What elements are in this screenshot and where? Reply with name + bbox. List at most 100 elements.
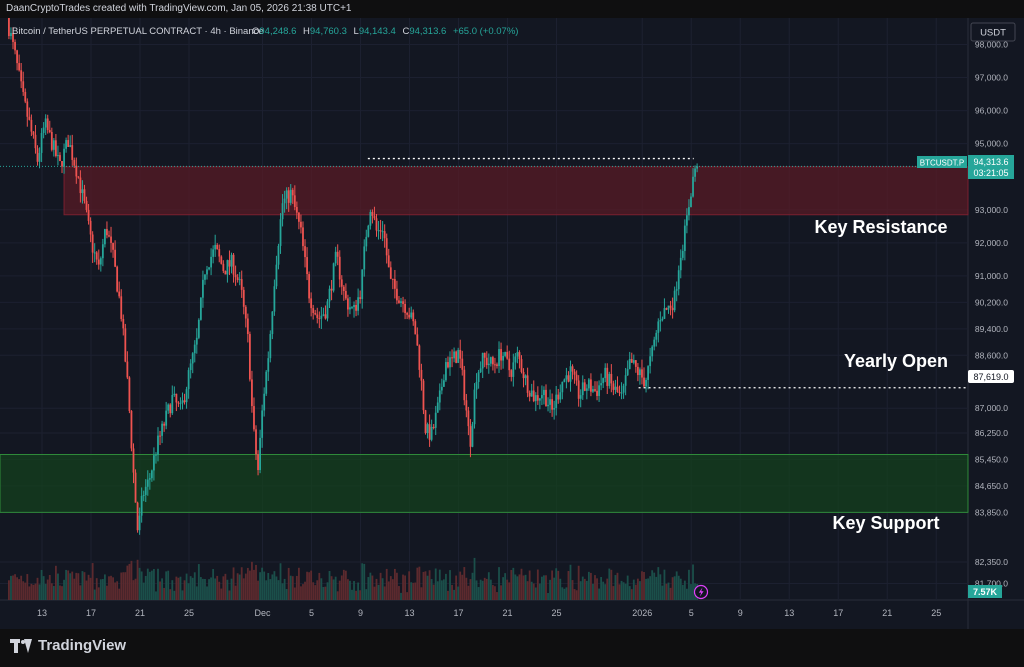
candle-body bbox=[453, 351, 455, 359]
candle-body bbox=[359, 297, 362, 299]
candle-body bbox=[487, 363, 490, 366]
candle-body bbox=[671, 307, 674, 311]
price-tick-label: 82,350.0 bbox=[975, 557, 1008, 567]
attribution-bar: DaanCryptoTrades created with TradingVie… bbox=[0, 0, 1024, 18]
volume-bar bbox=[16, 577, 18, 600]
candle-body bbox=[314, 312, 317, 315]
volume-bar bbox=[596, 578, 598, 600]
volume-bar bbox=[338, 580, 341, 600]
candle-body bbox=[553, 408, 556, 410]
volume-bar bbox=[106, 585, 108, 600]
event-lightning-icon[interactable] bbox=[693, 584, 709, 600]
candle-body bbox=[281, 203, 284, 220]
volume-bar bbox=[547, 593, 549, 600]
volume-bar bbox=[500, 585, 502, 600]
candle-body bbox=[681, 250, 684, 258]
yearly-open-tag-bg bbox=[968, 370, 1014, 383]
footer: TradingView bbox=[0, 629, 1024, 667]
volume-bar bbox=[692, 564, 694, 600]
candle-body bbox=[54, 140, 57, 157]
key-support-zone[interactable] bbox=[0, 454, 969, 513]
price-chart[interactable]: Bitcoin / TetherUS PERPETUAL CONTRACT · … bbox=[0, 8, 1024, 629]
candle-body bbox=[522, 371, 525, 379]
candle-body bbox=[532, 390, 535, 402]
volume-bar bbox=[543, 575, 545, 600]
time-scale-background[interactable] bbox=[0, 600, 968, 629]
candle-body bbox=[608, 373, 611, 386]
candle-body bbox=[518, 352, 521, 360]
volume-bar bbox=[565, 587, 568, 600]
candle-body bbox=[557, 394, 560, 400]
volume-bar bbox=[381, 578, 384, 600]
price-tick-label: 88,600.0 bbox=[975, 350, 1008, 360]
yearly-open-label[interactable]: Yearly Open bbox=[844, 351, 948, 371]
candle-body bbox=[471, 424, 474, 447]
volume-bar bbox=[297, 567, 300, 600]
candle-body bbox=[489, 357, 492, 364]
candle-body bbox=[422, 380, 425, 411]
volume-bar bbox=[240, 567, 243, 600]
candle-body bbox=[22, 81, 25, 92]
volume-bar bbox=[669, 587, 672, 600]
candle-body bbox=[371, 211, 374, 216]
volume-bar bbox=[93, 589, 96, 600]
volume-bar bbox=[140, 571, 143, 600]
volume-bar bbox=[461, 574, 464, 600]
candle-body bbox=[279, 219, 282, 246]
countdown-value: 03:21:05 bbox=[973, 168, 1008, 178]
volume-bar bbox=[171, 580, 174, 600]
volume-bar bbox=[549, 579, 551, 600]
candle-body bbox=[573, 371, 576, 375]
volume-bar bbox=[12, 575, 14, 600]
key-support-label[interactable]: Key Support bbox=[832, 513, 939, 533]
volume-bar bbox=[8, 580, 10, 600]
price-scale-background[interactable] bbox=[968, 18, 1024, 629]
candle-body bbox=[571, 366, 574, 372]
candle-body bbox=[214, 244, 217, 250]
volume-bar bbox=[310, 570, 313, 600]
candle-body bbox=[171, 395, 174, 414]
candle-body bbox=[185, 389, 188, 403]
volume-bar bbox=[108, 576, 110, 600]
tradingview-logo[interactable]: TradingView bbox=[10, 637, 126, 654]
key-resistance-label[interactable]: Key Resistance bbox=[814, 217, 947, 237]
candle-body bbox=[202, 279, 204, 298]
candle-body bbox=[12, 32, 14, 42]
candle-body bbox=[473, 389, 476, 425]
volume-bar bbox=[504, 573, 507, 600]
volume-bar bbox=[612, 586, 615, 600]
candle-body bbox=[385, 238, 388, 256]
candle-body bbox=[24, 91, 27, 102]
candle-body bbox=[543, 389, 545, 396]
currency-button-frame[interactable] bbox=[970, 22, 1016, 42]
candle-body bbox=[79, 177, 82, 194]
candle-body bbox=[351, 307, 353, 309]
candle-body bbox=[267, 358, 270, 372]
candle-body bbox=[373, 215, 376, 219]
candle-body bbox=[639, 369, 641, 376]
candle-body bbox=[438, 390, 441, 403]
volume-bar bbox=[91, 563, 94, 600]
candle-body bbox=[322, 314, 325, 316]
volume-bar bbox=[524, 574, 527, 600]
volume-bar bbox=[661, 585, 664, 600]
symbol-legend[interactable]: Bitcoin / TetherUS PERPETUAL CONTRACT · … bbox=[12, 26, 518, 37]
volume-bar bbox=[402, 574, 404, 600]
volume-bar bbox=[54, 565, 57, 600]
volume-bar bbox=[369, 572, 372, 600]
legend-symbol[interactable]: Bitcoin / TetherUS PERPETUAL CONTRACT · … bbox=[12, 26, 264, 37]
candle-body bbox=[420, 369, 423, 381]
last-price-tag: 94,313.6 03:21:05 bbox=[968, 155, 1014, 179]
volume-bar bbox=[434, 568, 437, 600]
volume-bar bbox=[63, 579, 65, 600]
volume-bar bbox=[320, 578, 323, 600]
currency-label[interactable]: USDT bbox=[980, 28, 1006, 39]
candle-body bbox=[596, 390, 598, 396]
chart-area[interactable]: Bitcoin / TetherUS PERPETUAL CONTRACT · … bbox=[0, 8, 1024, 629]
volume-bar bbox=[138, 567, 141, 600]
volume-bar bbox=[357, 582, 360, 600]
currency-button[interactable]: USDT bbox=[970, 22, 1016, 42]
volume-bar bbox=[491, 585, 494, 600]
key-resistance-zone[interactable] bbox=[63, 166, 969, 216]
volume-bar bbox=[179, 576, 182, 600]
